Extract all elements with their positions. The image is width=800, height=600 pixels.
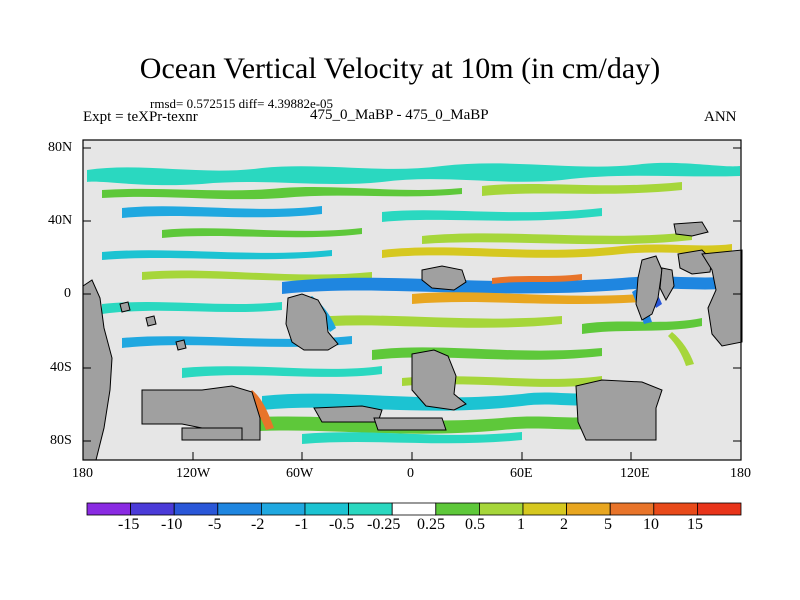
colorbar-label: 10	[643, 516, 659, 533]
colorbar-label: -1	[295, 516, 309, 533]
lon-label-120w: 120W	[176, 466, 211, 481]
lat-label-0: 0	[64, 286, 71, 301]
colorbar-swatch	[304, 502, 349, 516]
lon-label-60e: 60E	[510, 466, 533, 481]
colorbar	[86, 502, 742, 516]
experiment-label: Expt = teXPr-texnr	[83, 109, 198, 125]
colorbar-label: -5	[208, 516, 222, 533]
colorbar-swatch	[130, 502, 175, 516]
colorbar-label: 0.25	[417, 516, 445, 533]
lat-label-80n: 80N	[48, 140, 73, 155]
colorbar-label: -0.5	[329, 516, 355, 533]
lon-label-0: 0	[407, 466, 414, 481]
colorbar-label: 5	[604, 516, 612, 533]
colorbar-label: -2	[251, 516, 265, 533]
colorbar-swatch	[86, 502, 131, 516]
lon-label-180w: 180	[72, 466, 93, 481]
colorbar-label: 0.5	[465, 516, 485, 533]
colorbar-swatch	[609, 502, 655, 516]
colorbar-swatch	[260, 502, 306, 516]
lon-label-60w: 60W	[286, 466, 314, 481]
map-panel	[82, 139, 743, 461]
colorbar-swatch	[348, 502, 393, 516]
lat-label-40s: 40S	[50, 360, 72, 375]
colorbar-label: 1	[517, 516, 525, 533]
case-pair-label: 475_0_MaBP - 475_0_MaBP	[310, 107, 489, 123]
colorbar-label: -10	[161, 516, 183, 533]
colorbar-swatch	[435, 502, 480, 516]
colorbar-label: 2	[560, 516, 568, 533]
colorbar-swatch	[217, 502, 262, 516]
plot-title: Ocean Vertical Velocity at 10m (in cm/da…	[139, 52, 661, 85]
colorbar-swatch	[522, 502, 567, 516]
colorbar-swatch	[478, 502, 524, 516]
colorbar-label: 15	[687, 516, 703, 533]
colorbar-swatch	[697, 502, 742, 516]
lat-label-40n: 40N	[48, 213, 73, 228]
lon-label-180e: 180	[730, 466, 751, 481]
colorbar-swatch	[391, 502, 437, 516]
lat-label-80s: 80S	[50, 433, 72, 448]
stats-text: rmsd= 0.572515 diff= 4.39882e-05	[150, 96, 334, 111]
land-mask	[82, 221, 743, 461]
colorbar-label: -15	[118, 516, 140, 533]
colorbar-swatch	[653, 502, 698, 516]
lon-label-120e: 120E	[620, 466, 650, 481]
axis-ticks	[83, 147, 741, 460]
colorbar-swatch	[566, 502, 611, 516]
colorbar-label: -0.25	[367, 516, 401, 533]
season-label: ANN	[704, 109, 737, 125]
colorbar-swatch	[173, 502, 219, 516]
